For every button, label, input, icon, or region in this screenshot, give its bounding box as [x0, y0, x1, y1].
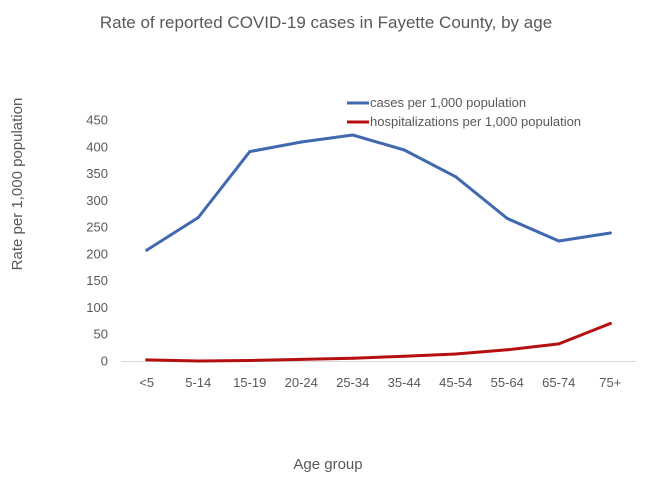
data-point — [145, 358, 149, 362]
data-point — [402, 354, 406, 358]
data-point — [608, 322, 612, 325]
data-point — [557, 342, 561, 346]
data-point — [608, 231, 612, 235]
data-point — [351, 133, 355, 137]
y-tick-label: 250 — [86, 220, 108, 235]
y-tick-label: 100 — [86, 300, 108, 315]
data-point — [505, 217, 509, 220]
data-point — [402, 148, 406, 152]
y-tick-label: 450 — [86, 113, 108, 128]
legend-label: hospitalizations per 1,000 population — [370, 114, 581, 129]
data-point — [248, 359, 252, 362]
data-point — [351, 356, 355, 360]
data-point — [505, 348, 509, 352]
x-tick-label: 55-64 — [491, 375, 524, 390]
y-tick-label: 0 — [101, 354, 108, 369]
data-point — [196, 216, 200, 219]
x-tick-label: 75+ — [599, 375, 621, 390]
x-tick-label: 15-19 — [233, 375, 266, 390]
x-tick-label: 20-24 — [285, 375, 318, 390]
legend: cases per 1,000 population hospitalizatio… — [347, 95, 581, 129]
series-lines — [145, 133, 612, 363]
x-tick-label: 25-34 — [336, 375, 369, 390]
y-tick-labels: 0 50 100 150 200 250 300 350 400 450 — [86, 113, 108, 369]
data-point — [454, 352, 458, 356]
data-point — [145, 248, 149, 252]
x-tick-label: 45-54 — [439, 375, 472, 390]
y-tick-label: 200 — [86, 246, 108, 261]
y-tick-label: 400 — [86, 139, 108, 154]
data-point — [454, 175, 458, 179]
y-tick-label: 150 — [86, 273, 108, 288]
series-line-2 — [145, 322, 612, 363]
legend-label: cases per 1,000 population — [370, 95, 526, 110]
x-tick-label: 5-14 — [185, 375, 211, 390]
y-tick-label: 300 — [86, 193, 108, 208]
data-point — [299, 140, 303, 144]
y-tick-label: 50 — [94, 327, 108, 342]
y-axis-label: Rate per 1,000 population — [9, 98, 26, 271]
series-line-1 — [145, 133, 612, 252]
data-point — [248, 150, 252, 154]
x-tick-label: 65-74 — [542, 375, 575, 390]
x-tick-labels: <5 5-14 15-19 20-24 25-34 35-44 45-54 55-64 65-7… — [139, 375, 621, 390]
data-point — [196, 359, 200, 363]
data-point — [299, 357, 303, 361]
x-tick-label: 35-44 — [388, 375, 421, 390]
chart-title: Rate of reported COVID-19 cases in Fayet… — [100, 13, 552, 32]
y-tick-label: 350 — [86, 166, 108, 181]
x-axis-label: Age group — [293, 456, 362, 473]
data-point — [557, 239, 561, 243]
x-tick-label: <5 — [139, 375, 154, 390]
